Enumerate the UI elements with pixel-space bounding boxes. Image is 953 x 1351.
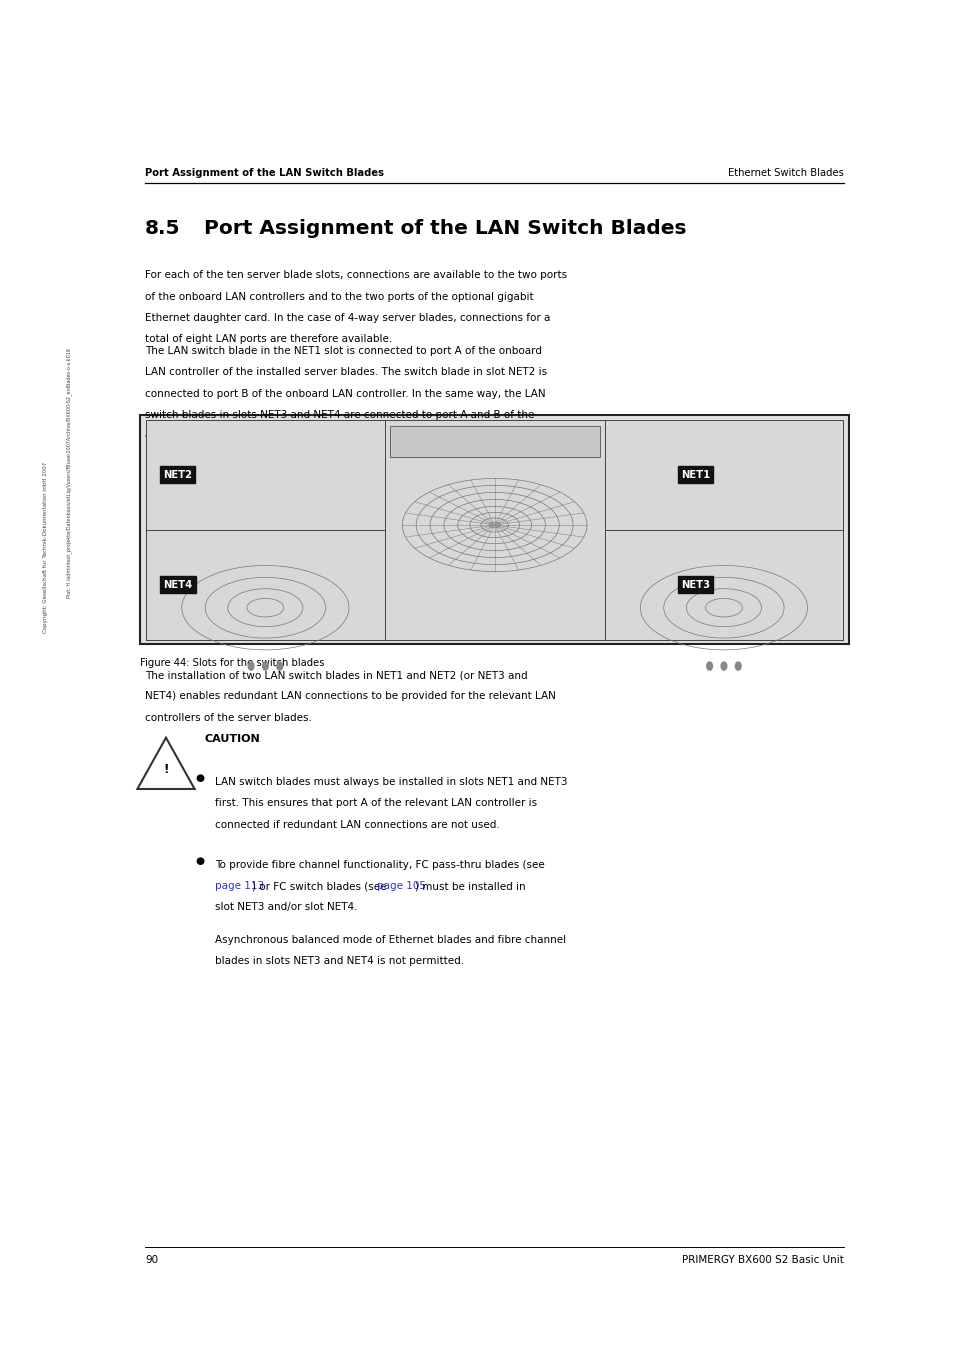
Text: Ethernet Switch Blades: Ethernet Switch Blades — [728, 168, 843, 177]
Text: ) or FC switch blades (see: ) or FC switch blades (see — [252, 881, 389, 892]
Text: NET2: NET2 — [163, 470, 192, 480]
FancyBboxPatch shape — [384, 420, 604, 639]
Text: Figure 44: Slots for the switch blades: Figure 44: Slots for the switch blades — [140, 658, 324, 667]
FancyBboxPatch shape — [389, 426, 599, 457]
Text: Plat: H /admintest_projekte/Datenbasis/etLig/Vusers/fBuser2007Archive/BX600-S2_e: Plat: H /admintest_projekte/Datenbasis/e… — [66, 349, 71, 597]
Text: Ethernet daughter card. In the case of 4-way server blades, connections for a: Ethernet daughter card. In the case of 4… — [145, 313, 550, 323]
Text: Port Assignment of the LAN Switch Blades: Port Assignment of the LAN Switch Blades — [145, 168, 384, 177]
Text: 90: 90 — [145, 1255, 158, 1265]
Text: !: ! — [163, 763, 169, 775]
Text: NET4) enables redundant LAN connections to be provided for the relevant LAN: NET4) enables redundant LAN connections … — [145, 692, 556, 701]
Text: switch blades in slots NET3 and NET4 are connected to port A and B of the: switch blades in slots NET3 and NET4 are… — [145, 409, 534, 420]
Text: Copyright: Gesellschaft fur Technik-Dokumentation mbH 2007: Copyright: Gesellschaft fur Technik-Doku… — [43, 462, 49, 632]
FancyBboxPatch shape — [146, 420, 842, 639]
Text: Port Assignment of the LAN Switch Blades: Port Assignment of the LAN Switch Blades — [204, 219, 686, 238]
Text: total of eight LAN ports are therefore available.: total of eight LAN ports are therefore a… — [145, 334, 392, 345]
Text: blades in slots NET3 and NET4 is not permitted.: blades in slots NET3 and NET4 is not per… — [214, 957, 463, 966]
Text: For each of the ten server blade slots, connections are available to the two por: For each of the ten server blade slots, … — [145, 270, 566, 280]
Circle shape — [262, 662, 268, 670]
Text: gigabit Ethernet daughter cards.: gigabit Ethernet daughter cards. — [145, 431, 315, 442]
Text: slot NET3 and/or slot NET4.: slot NET3 and/or slot NET4. — [214, 902, 356, 912]
Text: connected if redundant LAN connections are not used.: connected if redundant LAN connections a… — [214, 820, 498, 830]
Text: page 105: page 105 — [377, 881, 426, 892]
Polygon shape — [137, 738, 194, 789]
Text: of the onboard LAN controllers and to the two ports of the optional gigabit: of the onboard LAN controllers and to th… — [145, 292, 533, 301]
Text: LAN switch blades must always be installed in slots NET1 and NET3: LAN switch blades must always be install… — [214, 777, 566, 786]
Text: page 113: page 113 — [214, 881, 263, 892]
Text: controllers of the server blades.: controllers of the server blades. — [145, 713, 312, 723]
Text: The LAN switch blade in the NET1 slot is connected to port A of the onboard: The LAN switch blade in the NET1 slot is… — [145, 346, 541, 355]
Text: CAUTION: CAUTION — [204, 734, 259, 743]
Circle shape — [706, 662, 712, 670]
Text: NET1: NET1 — [680, 470, 709, 480]
Text: ) must be installed in: ) must be installed in — [415, 881, 525, 892]
Text: ●: ● — [195, 855, 205, 866]
Text: NET3: NET3 — [680, 580, 709, 589]
Text: LAN controller of the installed server blades. The switch blade in slot NET2 is: LAN controller of the installed server b… — [145, 367, 547, 377]
Circle shape — [735, 662, 740, 670]
FancyBboxPatch shape — [146, 530, 384, 639]
Circle shape — [248, 662, 253, 670]
Text: PRIMERGY BX600 S2 Basic Unit: PRIMERGY BX600 S2 Basic Unit — [681, 1255, 843, 1265]
Circle shape — [720, 662, 726, 670]
Circle shape — [276, 662, 282, 670]
Text: first. This ensures that port A of the relevant LAN controller is: first. This ensures that port A of the r… — [214, 798, 537, 808]
FancyBboxPatch shape — [146, 420, 384, 530]
FancyBboxPatch shape — [604, 530, 842, 639]
FancyBboxPatch shape — [604, 420, 842, 530]
Text: connected to port B of the onboard LAN controller. In the same way, the LAN: connected to port B of the onboard LAN c… — [145, 389, 545, 399]
Text: 8.5: 8.5 — [145, 219, 180, 238]
Text: NET4: NET4 — [163, 580, 193, 589]
Text: ●: ● — [195, 773, 205, 782]
FancyBboxPatch shape — [140, 415, 848, 644]
Text: To provide fibre channel functionality, FC pass-thru blades (see: To provide fibre channel functionality, … — [214, 859, 544, 870]
Text: Asynchronous balanced mode of Ethernet blades and fibre channel: Asynchronous balanced mode of Ethernet b… — [214, 935, 565, 944]
Text: The installation of two LAN switch blades in NET1 and NET2 (or NET3 and: The installation of two LAN switch blade… — [145, 670, 527, 680]
